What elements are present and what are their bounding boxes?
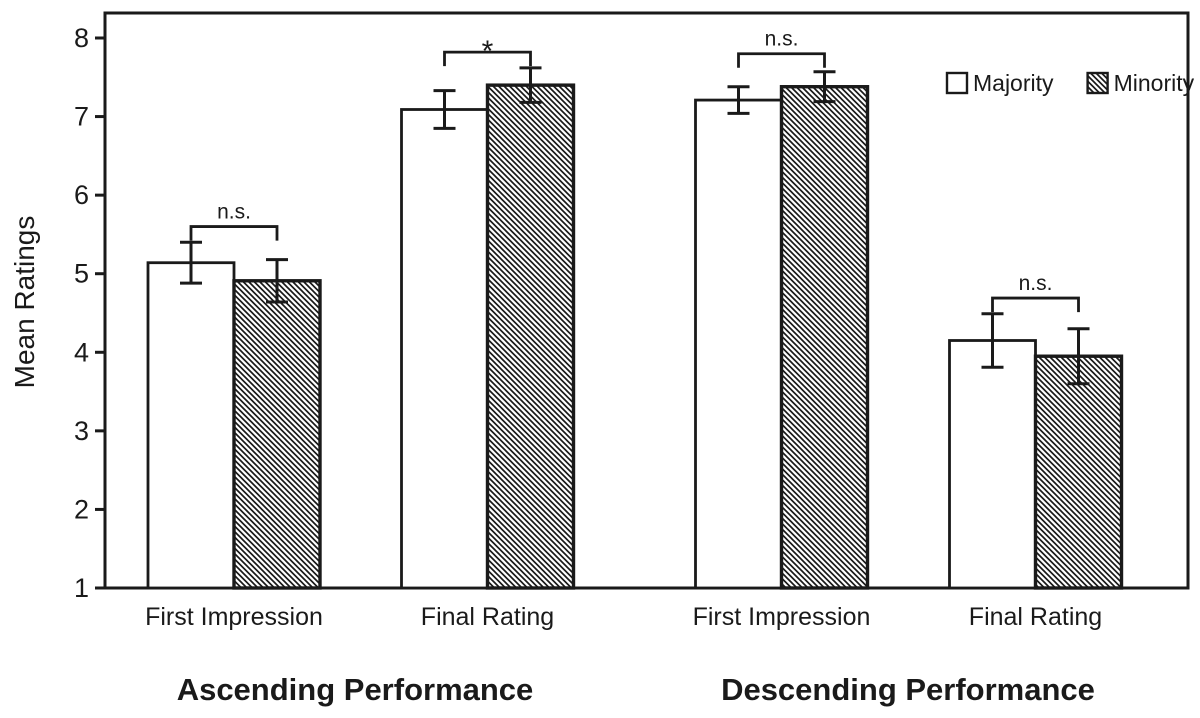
significance-label: n.s. (1019, 272, 1053, 295)
error-bar (981, 312, 1004, 369)
bar-group-majority-0 (146, 240, 236, 590)
bar-majority (948, 339, 1037, 590)
y-axis-ticks: 1 2 3 4 5 6 7 8 (74, 23, 105, 603)
significance-bracket-3: n.s. (991, 272, 1080, 313)
error-bar (519, 66, 542, 104)
bar-group-minority-3 (1033, 327, 1124, 590)
y-tick-label: 8 (74, 23, 89, 53)
y-tick-label: 3 (74, 416, 89, 446)
bar-minority (779, 85, 870, 590)
legend: Majority Minority (945, 70, 1195, 96)
bar-minority (1033, 354, 1124, 590)
significance-bracket-0: n.s. (189, 201, 279, 241)
x-category-labels: First Impression Final Rating First Impres… (145, 603, 1102, 631)
legend-swatch-white (945, 71, 969, 95)
group-title: Ascending Performance (177, 672, 534, 707)
bar-majority (146, 261, 236, 590)
category-label: Final Rating (969, 603, 1102, 631)
y-axis-title: Mean Ratings (9, 216, 40, 389)
bar-group-majority-2 (694, 85, 783, 590)
y-tick-label: 7 (74, 102, 89, 132)
significance-bracket-2: n.s. (737, 28, 826, 68)
significance-bracket-1: * (443, 35, 532, 68)
legend-swatch-hatched (1086, 71, 1109, 95)
y-tick-label: 4 (74, 337, 89, 367)
group-titles: Ascending Performance Descending Performa… (177, 672, 1095, 707)
bar-majority (694, 98, 783, 590)
y-tick-label: 6 (74, 180, 89, 210)
category-label: First Impression (145, 603, 323, 631)
y-tick-label: 2 (74, 494, 89, 524)
significance-label: * (482, 35, 494, 68)
bar-majority (400, 108, 489, 590)
bar-group-minority-2 (779, 70, 870, 590)
legend-label: Majority (973, 70, 1054, 96)
bar-minority (485, 83, 576, 590)
group-title: Descending Performance (721, 672, 1095, 707)
error-bar (180, 240, 202, 285)
bar-group-minority-1 (485, 66, 576, 590)
category-label: Final Rating (421, 603, 554, 631)
plot-frame (103, 11, 1190, 590)
bar-minority (232, 279, 322, 590)
significance-label: n.s. (217, 201, 251, 224)
error-bar (1067, 327, 1090, 386)
bar-group-majority-1 (400, 89, 489, 590)
category-label: First Impression (693, 603, 871, 631)
bar-group-majority-3 (948, 312, 1037, 590)
legend-label: Minority (1114, 70, 1195, 96)
significance-label: n.s. (765, 28, 799, 51)
y-tick-label: 1 (74, 573, 89, 603)
bar-group-minority-0 (232, 258, 322, 590)
error-bar (266, 258, 288, 304)
error-bar (727, 85, 750, 115)
error-bar (813, 70, 836, 104)
error-bar (433, 89, 456, 130)
y-tick-label: 5 (74, 259, 89, 289)
